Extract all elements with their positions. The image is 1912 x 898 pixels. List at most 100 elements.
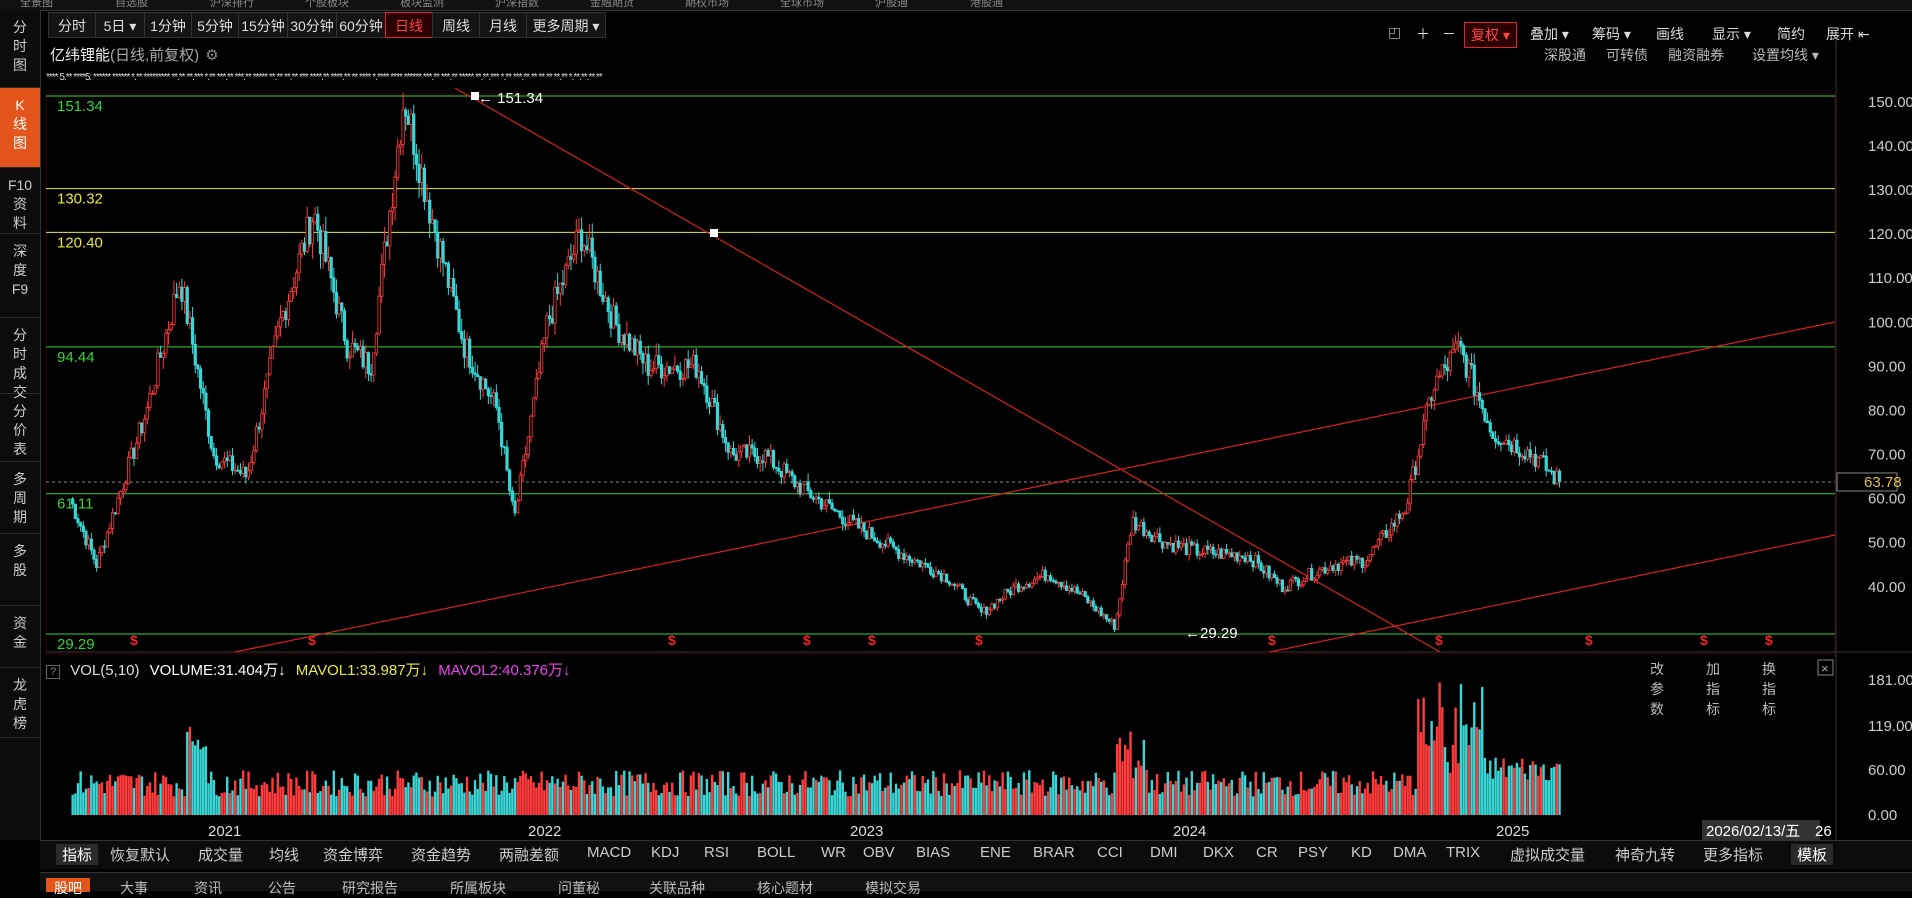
bottom-tab[interactable]: 研究报告 [342, 880, 398, 896]
top-menu-item[interactable]: 期权市场 [685, 0, 729, 9]
indicator-tab[interactable]: KD [1351, 844, 1372, 861]
indicator-tab[interactable]: 资金趋势 [411, 847, 472, 864]
period-tab[interactable]: 月线 [479, 12, 527, 38]
bottom-tab[interactable]: 所属板块 [450, 880, 506, 896]
top-menu-item[interactable]: 个股板块 [305, 0, 349, 9]
indicator-tab[interactable]: BRAR [1033, 844, 1075, 861]
trend-line[interactable] [234, 321, 1836, 653]
dividend-marker[interactable]: $ [1435, 632, 1443, 648]
indicator-tab[interactable]: DMI [1150, 844, 1178, 861]
sidebar-tab[interactable]: 分价表 [0, 394, 40, 462]
top-menu-item[interactable]: 金融期货 [590, 0, 634, 9]
dividend-marker[interactable]: $ [868, 632, 876, 648]
expand-button[interactable]: 展开 ⇤ [1826, 26, 1870, 42]
gear-icon[interactable]: ⚙ [205, 47, 219, 64]
indicator-tab[interactable]: MACD [587, 844, 632, 861]
indicator-tab[interactable]: 两融差额 [499, 847, 560, 864]
period-tab[interactable]: 15分钟 [238, 12, 288, 38]
chart-link[interactable]: 深股通 [1544, 47, 1586, 63]
indicator-tab[interactable]: 模板 [1791, 844, 1834, 865]
top-menu-item[interactable]: 自选股 [115, 0, 148, 9]
dividend-marker[interactable]: $ [803, 632, 811, 648]
dividend-marker[interactable]: $ [1585, 632, 1593, 648]
bottom-tab[interactable]: 模拟交易 [865, 880, 921, 896]
dividend-marker[interactable]: $ [1268, 632, 1276, 648]
period-tab[interactable]: 5分钟 [191, 12, 239, 38]
bottom-tab[interactable]: 关联品种 [649, 880, 705, 896]
indicator-tab[interactable]: CCI [1097, 844, 1123, 861]
chart-link[interactable]: 设置均线 ▾ [1752, 47, 1819, 63]
period-tab[interactable]: 分时 [48, 12, 96, 38]
period-tab[interactable]: 60分钟 [336, 12, 386, 38]
indicator-tab[interactable]: 虚拟成交量 [1510, 847, 1586, 864]
sidebar-tab[interactable]: 分时图 [0, 10, 40, 88]
period-tab[interactable]: 周线 [432, 12, 480, 38]
trend-line[interactable] [454, 87, 1441, 653]
indicator-tab[interactable]: TRIX [1446, 844, 1481, 861]
indicator-tab[interactable]: BIAS [916, 844, 951, 861]
volume-action[interactable]: 改参数 [1650, 661, 1664, 717]
top-menu-item[interactable]: 沪深指数 [495, 0, 539, 9]
indicator-tab[interactable]: OBV [863, 844, 895, 861]
sidebar-tab[interactable]: 多股 [0, 534, 40, 606]
simple-button[interactable]: 简约 [1777, 26, 1805, 42]
draw-line-button[interactable]: 画线 [1656, 26, 1684, 42]
indicator-tab[interactable]: WR [821, 844, 846, 861]
indicator-tab[interactable]: DKX [1203, 844, 1234, 861]
indicator-tab[interactable]: 神奇九转 [1615, 847, 1676, 864]
period-tab[interactable]: 更多周期 ▾ [526, 12, 606, 38]
top-menu-item[interactable]: 全球市场 [780, 0, 824, 9]
period-tab[interactable]: 30分钟 [287, 12, 337, 38]
chart-link[interactable]: 可转债 [1606, 47, 1648, 63]
dividend-marker[interactable]: $ [1765, 632, 1773, 648]
indicator-tab[interactable]: PSY [1298, 844, 1329, 861]
indicator-tab[interactable]: 均线 [269, 847, 300, 864]
top-menu-item[interactable]: 全景图 [20, 0, 53, 9]
indicator-tab[interactable]: CR [1256, 844, 1278, 861]
chart-link[interactable]: 融资融券 [1668, 47, 1724, 63]
display-button[interactable]: 显示 ▾ [1712, 26, 1751, 42]
top-menu-item[interactable]: 板块监测 [400, 0, 444, 9]
sidebar-tab[interactable]: 多周期 [0, 462, 40, 534]
indicator-tab[interactable]: 指标 [56, 844, 99, 865]
indicator-tab[interactable]: 更多指标 [1703, 847, 1764, 864]
dividend-marker[interactable]: $ [668, 632, 676, 648]
bottom-tab[interactable]: 核心题材 [757, 880, 813, 896]
indicator-tab[interactable]: BOLL [757, 844, 796, 861]
sidebar-tab[interactable]: 分时成交 [0, 318, 40, 400]
bottom-tab[interactable]: 资讯 [194, 880, 222, 896]
dividend-marker[interactable]: $ [130, 632, 138, 648]
indicator-tab[interactable]: 恢复默认 [110, 847, 171, 864]
volume-action[interactable]: 换指标 [1762, 661, 1776, 717]
sidebar-tab[interactable]: 资金 [0, 606, 40, 668]
period-tab[interactable]: 5日 ▾ [95, 12, 145, 38]
bottom-tab[interactable]: 大事 [120, 880, 148, 896]
question-icon[interactable]: ? [46, 665, 61, 679]
dividend-marker[interactable]: $ [975, 632, 983, 648]
chips-button[interactable]: 筹码 ▾ [1592, 26, 1631, 42]
bottom-tab[interactable]: 公告 [268, 880, 296, 896]
dividend-marker[interactable]: $ [1700, 632, 1708, 648]
period-tab[interactable]: 日线 [385, 12, 433, 38]
trend-line[interactable] [1269, 534, 1836, 653]
bottom-tab[interactable]: 问董秘 [558, 880, 600, 896]
indicator-tab[interactable]: KDJ [651, 844, 680, 861]
top-menu-item[interactable]: 港股通 [970, 0, 1003, 9]
fq-button[interactable]: 复权 ▾ [1464, 22, 1517, 48]
camera-icon[interactable]: ◰ [1388, 24, 1402, 40]
top-menu-item[interactable]: 沪深排行 [210, 0, 254, 9]
close-icon[interactable] [1817, 659, 1834, 676]
top-menu-item[interactable]: 沪股通 [875, 0, 908, 9]
indicator-tab[interactable]: DMA [1393, 844, 1427, 861]
indicator-tab[interactable]: RSI [704, 844, 730, 861]
indicator-tab[interactable]: 资金博弈 [323, 847, 384, 864]
minus-icon[interactable]: － [1442, 26, 1456, 42]
sidebar-tab[interactable]: F10 资料 [0, 168, 40, 234]
sidebar-tab[interactable]: 深度 F9 [0, 234, 40, 318]
dividend-marker[interactable]: $ [308, 632, 316, 648]
volume-action[interactable]: 加指标 [1706, 661, 1720, 717]
plus-icon[interactable]: ＋ [1416, 26, 1430, 42]
overlay-button[interactable]: 叠加 ▾ [1530, 26, 1569, 42]
